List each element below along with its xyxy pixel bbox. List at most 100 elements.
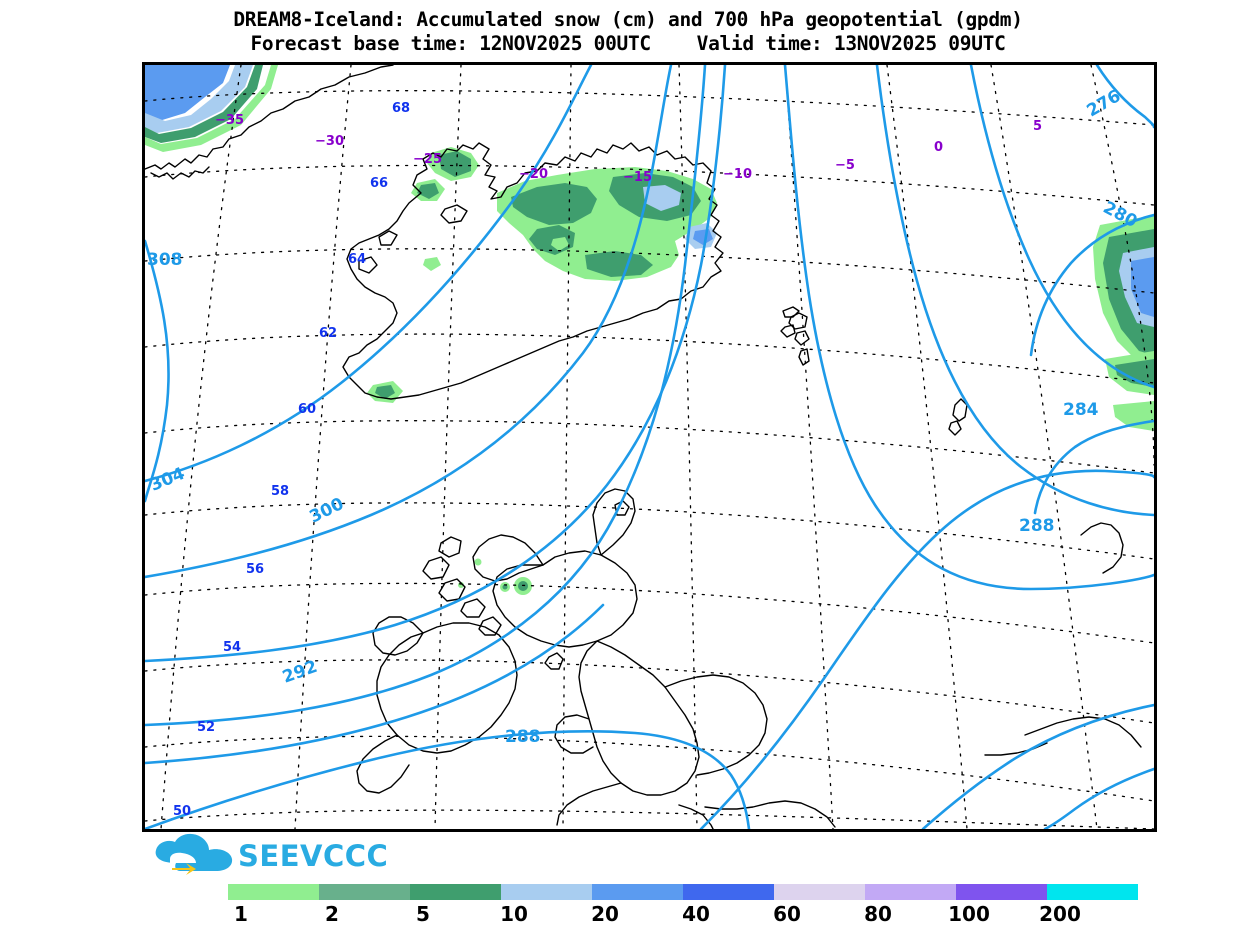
coast-greenland-detail: [150, 166, 210, 180]
colorbar: 1 2 5 10 20 40 60 80 100 200: [0, 880, 1256, 926]
coast-iceland: [342, 142, 724, 400]
contour-304: [145, 65, 593, 483]
lat-line-62: [145, 333, 1154, 384]
contour-label-292: 292: [280, 657, 320, 688]
lon-line-m20: [562, 65, 572, 829]
contour-280: [875, 65, 1154, 517]
lat-label-62: 62: [319, 326, 337, 341]
coast-shetland-2: [948, 420, 962, 436]
colorbar-segment-5: [410, 884, 501, 900]
lat-label-58: 58: [271, 484, 289, 499]
contour-284: [783, 65, 1154, 591]
contour-label-288-bottom: 288: [505, 727, 541, 747]
lon-label-m10: −10: [723, 167, 752, 182]
cloud-notch: [170, 852, 196, 863]
contour-280b: [1029, 213, 1154, 357]
lon-label-m20: −20: [519, 167, 548, 182]
coast-england-east: [664, 674, 768, 776]
lat-label-50: 50: [173, 804, 191, 819]
lon-label-m15: −15: [623, 170, 652, 185]
colorbar-tick-20: 20: [591, 902, 619, 926]
lat-line-66: [145, 164, 1154, 206]
contour-272: [921, 703, 1154, 829]
coast-iceland-fjord1: [378, 230, 398, 246]
snow-patch-norway-mid-5: [1115, 359, 1154, 387]
coast-hebrides-5: [478, 616, 502, 636]
coast-ireland: [376, 622, 518, 754]
colorbar-tick-labels: 1 2 5 10 20 40 60 80 100 200: [0, 902, 1256, 926]
snow-dot-scotland-a: [474, 558, 482, 566]
snow-shading-layer: [145, 65, 1154, 595]
contour-308: [145, 239, 170, 503]
colorbar-segment-10: [501, 884, 592, 900]
coast-greenland: [145, 65, 394, 170]
coast-hebrides-3: [438, 578, 466, 602]
coast-france: [704, 800, 836, 828]
coast-iceland-fjord2: [358, 256, 378, 274]
lon-label-5: 5: [1033, 119, 1042, 134]
coast-hebrides-4: [460, 598, 486, 618]
snow-patch-iceland-main-10: [643, 185, 681, 211]
lon-line-0: [990, 65, 1098, 829]
snow-dot-scotland-b-core: [502, 584, 508, 590]
contour-276b: [1095, 65, 1154, 129]
colorbar-tick-100: 100: [948, 902, 990, 926]
snow-patch-iceland-sm2: [423, 257, 441, 271]
latitude-label-layer: 68 66 64 62 60 58 56 54 52 50: [173, 101, 410, 819]
lat-label-54: 54: [223, 640, 241, 655]
graticule-layer: [145, 65, 1154, 829]
contour-label-288-right: 288: [1019, 516, 1055, 536]
contour-288-right: [699, 469, 1154, 829]
colorbar-segment-80: [865, 884, 956, 900]
coast-isleofman: [544, 652, 564, 670]
coast-brittany: [678, 804, 714, 829]
colorbar-segment-20: [592, 884, 683, 900]
seevccc-logo: [155, 833, 233, 875]
contour-288-left: [145, 729, 751, 829]
snow-patch-iceland-nw-5: [439, 151, 471, 177]
coastline-layer: [145, 65, 1142, 829]
map-frame: 308 304 300 292 288 288 284 280 276 68 6…: [142, 62, 1157, 832]
contour-296-upper: [145, 65, 707, 727]
colorbar-tick-1: 1: [234, 902, 248, 926]
coast-faroe-1: [788, 312, 808, 330]
coast-faroe-5: [782, 306, 800, 318]
coast-netherlands: [1024, 716, 1142, 748]
colorbar-tick-200: 200: [1039, 902, 1081, 926]
coast-scotland: [492, 550, 638, 648]
contour-label-308: 308: [147, 250, 183, 270]
colorbar-segment-1: [228, 884, 319, 900]
coast-wales: [554, 714, 594, 754]
geopotential-contour-layer: [145, 65, 1154, 829]
coast-shetland: [952, 398, 968, 422]
colorbar-segment-100: [956, 884, 1047, 900]
colorbar-tick-5: 5: [416, 902, 430, 926]
lon-line-m5: [886, 65, 968, 829]
contour-label-284: 284: [1063, 400, 1099, 420]
colorbar-tick-10: 10: [500, 902, 528, 926]
snow-patch-iceland-main-5d: [585, 251, 653, 277]
lat-label-64: 64: [348, 252, 366, 267]
contour-284b: [1033, 419, 1154, 515]
logo-text: SEEVCCC: [238, 839, 389, 873]
cloud-icon: [155, 833, 233, 871]
lon-label-m25: −25: [413, 152, 442, 167]
coast-cornwall: [556, 782, 622, 826]
snow-patch-iceland-east-20b: [693, 229, 713, 245]
snow-patch-norway-20: [1131, 257, 1154, 317]
coast-england: [578, 640, 700, 796]
lon-label-0: 0: [934, 140, 943, 155]
contour-label-300: 300: [306, 494, 347, 528]
snow-patch-iceland-nw2-5: [417, 183, 439, 199]
colorbar-tick-2: 2: [325, 902, 339, 926]
colorbar-tick-60: 60: [773, 902, 801, 926]
contour-276: [969, 65, 1154, 389]
snow-patch-iceland-south-5: [375, 385, 395, 399]
lat-label-60: 60: [298, 402, 316, 417]
snow-patch-greenland-20: [145, 65, 253, 133]
coast-iceland-inner: [440, 204, 468, 224]
colorbar-tick-80: 80: [864, 902, 892, 926]
lat-label-52: 52: [197, 720, 215, 735]
lon-line-5: [1090, 65, 1154, 466]
colorbar-segment-2: [319, 884, 410, 900]
